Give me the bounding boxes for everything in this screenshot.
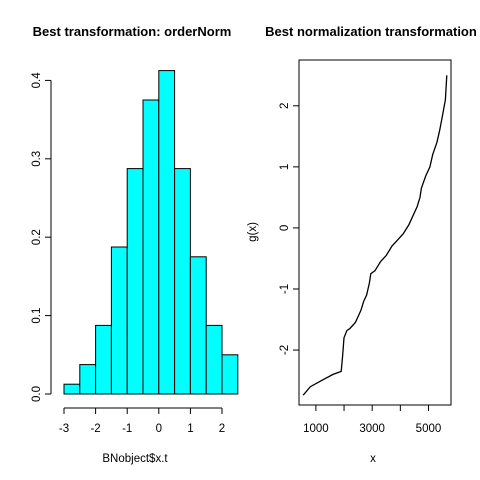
transformation-y-tick-label: -2 (279, 345, 291, 355)
histogram-x-tick-label: 2 (219, 423, 225, 435)
transformation-x-tick-label: 3000 (359, 423, 385, 435)
histogram-bar (205, 324, 223, 395)
histogram-bar (126, 168, 144, 395)
transformation-y-tick-label: -1 (279, 284, 291, 294)
transformation-y-tick-label: 1 (279, 164, 291, 170)
transformation-y-axis: -2 -1 0 1 2 (279, 103, 299, 355)
transformation-x-tick-label: 5000 (416, 423, 442, 435)
transformation-y-tick-label: 2 (279, 103, 291, 109)
histogram-x-tick-label: -3 (59, 423, 69, 435)
transformation-plot-box (298, 59, 452, 406)
transformation-y-tick-label: 0 (279, 225, 291, 231)
histogram-y-tick-label: 0.1 (31, 308, 43, 324)
histogram-panel: Best transformation: orderNorm -3 -2 -1 0 1 2… (31, 24, 239, 465)
histogram-bar (79, 364, 97, 395)
histogram-bar (95, 324, 112, 395)
transformation-panel: Best normalization transformation 1000 30… (247, 24, 477, 465)
histogram-y-axis: 0.0 0.1 0.2 0.3 0.4 (31, 72, 52, 402)
transformation-x-axis: 1000 3000 5000 (303, 405, 441, 435)
transformation-curve (302, 75, 448, 396)
transformation-y-label: g(x) (247, 222, 259, 242)
histogram-y-tick-label: 0.3 (31, 151, 43, 167)
transformation-x-label: x (370, 453, 376, 465)
histogram-bar (174, 168, 191, 395)
histogram-bars (63, 70, 239, 395)
histogram-bar (189, 256, 207, 395)
histogram-x-axis: -3 -2 -1 0 1 2 (59, 407, 225, 435)
histogram-x-tick-label: -2 (90, 423, 100, 435)
histogram-bar (158, 70, 176, 395)
histogram-x-tick-label: -1 (122, 423, 132, 435)
histogram-y-tick-label: 0.0 (31, 386, 43, 402)
histogram-y-tick-label: 0.4 (31, 72, 43, 89)
histogram-bar (221, 354, 239, 395)
histogram-x-label: BNobject$x.t (102, 453, 168, 465)
histogram-bar (110, 246, 128, 395)
histogram-x-tick-label: 0 (156, 423, 162, 435)
histogram-x-tick-label: 1 (187, 423, 193, 435)
histogram-title: Best transformation: orderNorm (33, 24, 232, 39)
histogram-bar (63, 383, 81, 395)
histogram-y-tick-label: 0.2 (31, 229, 43, 245)
histogram-bar (142, 99, 160, 395)
transformation-title: Best normalization transformation (265, 24, 477, 39)
transformation-x-tick-label: 1000 (303, 423, 329, 435)
